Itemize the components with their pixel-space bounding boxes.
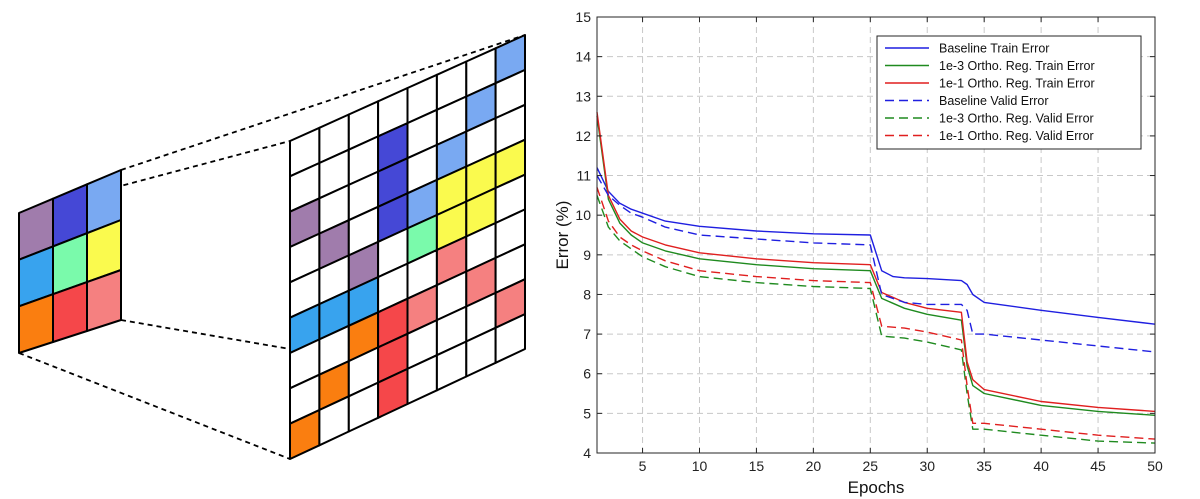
series-line-3 xyxy=(596,112,1156,413)
y-tick-label: 4 xyxy=(583,445,591,461)
y-tick-label: 10 xyxy=(575,207,591,223)
y-tick-label: 8 xyxy=(583,286,591,302)
projection-line-top-right xyxy=(120,34,526,171)
projection-line-bottom-right xyxy=(120,319,291,350)
y-tick-label: 15 xyxy=(575,9,591,25)
x-tick-label: 20 xyxy=(806,458,822,474)
x-tick-label: 10 xyxy=(692,458,708,474)
plot-frame xyxy=(596,16,1156,454)
legend-label: 1e-1 Ortho. Reg. Train Error xyxy=(939,77,1095,91)
x-tick-label: 5 xyxy=(639,458,647,474)
projection-line-bottom-left xyxy=(18,352,291,460)
y-axis-ticks: 4 5 6 7 8 9 10 11 12 13 14 15 xyxy=(575,9,1155,461)
y-tick-label: 11 xyxy=(576,168,591,184)
x-tick-label: 35 xyxy=(976,458,992,474)
x-tick-label: 50 xyxy=(1147,458,1163,474)
y-tick-label: 9 xyxy=(583,247,591,263)
x-tick-label: 30 xyxy=(919,458,935,474)
series-line-2 xyxy=(596,116,1156,416)
legend-label: 1e-3 Ortho. Reg. Train Error xyxy=(939,59,1095,73)
x-tick-label: 45 xyxy=(1090,458,1106,474)
small-grid-cell-2-2 xyxy=(86,269,122,332)
x-tick-label: 15 xyxy=(749,458,765,474)
y-tick-label: 5 xyxy=(583,405,591,421)
x-tick-label: 40 xyxy=(1033,458,1049,474)
y-tick-label: 7 xyxy=(583,326,591,342)
y-tick-label: 13 xyxy=(575,88,591,104)
legend-label: 1e-3 Ortho. Reg. Valid Error xyxy=(939,112,1094,126)
series-line-6 xyxy=(596,187,1156,440)
legend-label: Baseline Valid Error xyxy=(939,94,1049,108)
legend: Baseline Train Error 1e-3 Ortho. Reg. Tra… xyxy=(876,35,1142,150)
legend-label: 1e-1 Ortho. Reg. Valid Error xyxy=(939,129,1094,143)
grid-projection-diagram xyxy=(18,34,526,460)
series-lines xyxy=(596,112,1156,444)
large-grid-cell-8-7 xyxy=(494,313,526,364)
x-tick-label: 25 xyxy=(863,458,879,474)
legend-box xyxy=(876,35,1142,150)
y-tick-label: 12 xyxy=(575,128,591,144)
small-grid xyxy=(18,169,122,354)
y-tick-label: 14 xyxy=(575,49,591,65)
large-grid xyxy=(289,34,526,460)
x-axis-title: Epochs xyxy=(848,478,905,497)
y-axis-title: Error (%) xyxy=(553,201,572,270)
y-tick-label: 6 xyxy=(583,366,591,382)
series-line-1 xyxy=(596,167,1156,325)
legend-label: Baseline Train Error xyxy=(939,42,1049,56)
series-line-4 xyxy=(596,175,1156,353)
x-axis-ticks: 5 10 15 20 25 30 35 40 45 50 xyxy=(639,17,1163,474)
